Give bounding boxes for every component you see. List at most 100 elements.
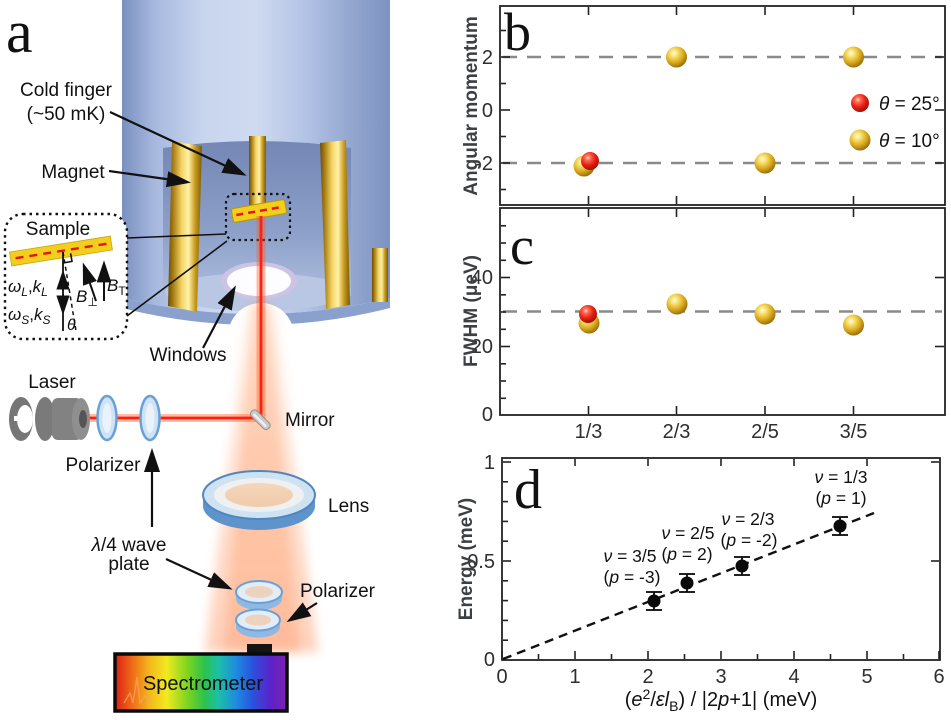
omega-l-label: ωL,kL <box>8 277 48 299</box>
polarizer-disc-3 <box>235 608 281 638</box>
b-perp-label: B⊥ <box>76 287 98 309</box>
polarizer-bottom-arrow <box>286 602 318 623</box>
panel-b-frame <box>499 5 946 206</box>
panel-d-annotations: ν = 3/5 (p = -3) ν = 2/5 (p = 2) ν = 2/3… <box>603 467 867 587</box>
polarizer-disc-2 <box>139 394 161 442</box>
panel-d-xtick: 5 <box>861 666 872 688</box>
gold-sphere <box>843 314 864 336</box>
legend-red-sphere <box>851 94 869 112</box>
theta-dashed-line <box>62 251 77 332</box>
gold-sphere <box>666 293 688 315</box>
b-total-label: BT <box>107 276 126 298</box>
panel-d-letter: d <box>514 459 542 521</box>
magnet-label: Magnet <box>41 162 105 183</box>
panel-c-points <box>578 293 864 336</box>
legend-entry-10: θ = 10° <box>879 131 940 152</box>
panel-d: ν = 3/5 (p = -3) ν = 2/5 (p = 2) ν = 2/3… <box>456 452 945 714</box>
cold-finger-arrow <box>109 111 247 176</box>
annotation-23: ν = 2/3 <box>721 509 774 529</box>
spectrometer-slit <box>247 644 272 655</box>
panel-d-xtick: 3 <box>715 666 726 688</box>
panel-c: 40 20 0 1/3 2/3 2/5 3/5 c FWHM (μeV) <box>461 207 946 443</box>
annotation-35: ν = 3/5 <box>603 546 656 566</box>
cold-finger-label: Cold finger <box>20 80 113 101</box>
magnet-coil-left <box>168 141 202 312</box>
panel-b-ytick-m2: -2 <box>475 153 493 175</box>
gold-sphere <box>754 303 776 325</box>
svg-text:(p = 1): (p = 1) <box>815 488 866 508</box>
panel-c-frame <box>499 207 946 416</box>
spectrometer-label: Spectrometer <box>143 673 263 695</box>
panel-b-points <box>573 46 864 177</box>
panel-d-xtick: 4 <box>788 666 799 688</box>
laser-label: Laser <box>28 372 76 393</box>
panel-d-frame <box>501 457 941 661</box>
panel-d-xtick: 6 <box>933 666 944 688</box>
red-sphere <box>579 305 597 323</box>
panel-c-ylabel: FWHM (μeV) <box>461 255 482 367</box>
panel-c-ytick-20: 20 <box>471 336 493 358</box>
panel-b-legend: θ = 25° θ = 10° <box>849 94 940 152</box>
data-point <box>680 576 694 590</box>
data-point <box>833 519 847 533</box>
waveplate-label-line1: λ/4 wave <box>91 535 167 556</box>
panel-c-xtick-23: 2/3 <box>663 421 691 443</box>
inset-callout-line-top <box>126 233 227 239</box>
waveplate-disc <box>235 580 283 610</box>
mirror <box>249 409 271 431</box>
magnet-coil-right <box>320 140 350 309</box>
polarizer-disc-1 <box>96 394 118 442</box>
inset-sample-label: Sample <box>26 219 90 240</box>
data-point <box>647 594 661 608</box>
legend-entry-25: θ = 25° <box>879 94 940 115</box>
gold-sphere <box>666 46 687 68</box>
inset-sample-bar <box>9 235 113 267</box>
inset-callout-line-bottom <box>126 240 228 317</box>
theta-label: θ <box>67 317 76 334</box>
magnet-coil-far-right <box>372 248 388 302</box>
panel-d-ylabel: Energy (meV) <box>456 498 477 620</box>
gold-sphere <box>843 46 864 68</box>
sample-inset: Sample ωL,kL ωS,kS B⊥ BT <box>3 212 228 341</box>
omega-s-label: ωS,kS <box>8 305 51 327</box>
annotation-13: ν = 1/3 <box>814 467 867 487</box>
panel-d-xlabel: (e2/εlB) / |2p+1| (meV) <box>625 686 818 714</box>
polarizer-bottom-label: Polarizer <box>300 581 376 602</box>
panel-c-ticks <box>501 209 944 414</box>
panel-d-ytick-0: 0 <box>484 649 495 671</box>
panel-b: 2 0 -2 θ = 25° θ = 10° b Angular momentu… <box>461 2 946 206</box>
panel-c-xtick-13: 1/3 <box>575 421 603 443</box>
waveplate-arrow <box>165 558 233 590</box>
svg-text:(p = -3): (p = -3) <box>604 567 661 587</box>
polarizer-top-label: Polarizer <box>66 455 142 476</box>
panel-d-xtick: 0 <box>496 666 507 688</box>
svg-text:(p = 2): (p = 2) <box>661 544 712 564</box>
panel-d-ytick-05: 0.5 <box>467 551 495 573</box>
window-glass <box>227 266 291 296</box>
waveplate-label-line2: plate <box>108 554 149 575</box>
panel-d-xtick: 2 <box>642 666 653 688</box>
gold-sphere <box>754 152 776 174</box>
panel-d-ticks <box>501 459 940 659</box>
red-sphere <box>581 152 599 170</box>
cryostat-bottom-rim <box>122 298 390 325</box>
right-angle-mark <box>62 253 73 264</box>
panel-c-ytick-0: 0 <box>482 404 493 426</box>
svg-text:(p = -2): (p = -2) <box>721 530 778 550</box>
panel-c-ytick-40: 40 <box>471 267 493 289</box>
panel-b-letter: b <box>504 2 531 62</box>
panel-d-xtick: 1 <box>569 666 580 688</box>
panel-b-ylabel: Angular momentum <box>461 16 482 195</box>
sample-2deg-layer <box>236 205 282 217</box>
panel-b-ytick-2: 2 <box>482 47 493 69</box>
windows-label: Windows <box>149 345 226 366</box>
panel-a: Spectrometer Sample ωL,kL ωS,kS <box>3 0 390 713</box>
cold-finger-label-2: (~50 mK) <box>27 104 106 125</box>
legend-gold-sphere <box>849 129 871 151</box>
laser-body <box>9 397 90 441</box>
mirror-label: Mirror <box>285 410 335 431</box>
lens <box>202 470 316 530</box>
panel-c-xtick-35: 3/5 <box>840 421 868 443</box>
cryostat-cutaway-interior <box>163 141 351 307</box>
b-perp-arrow <box>82 262 97 302</box>
